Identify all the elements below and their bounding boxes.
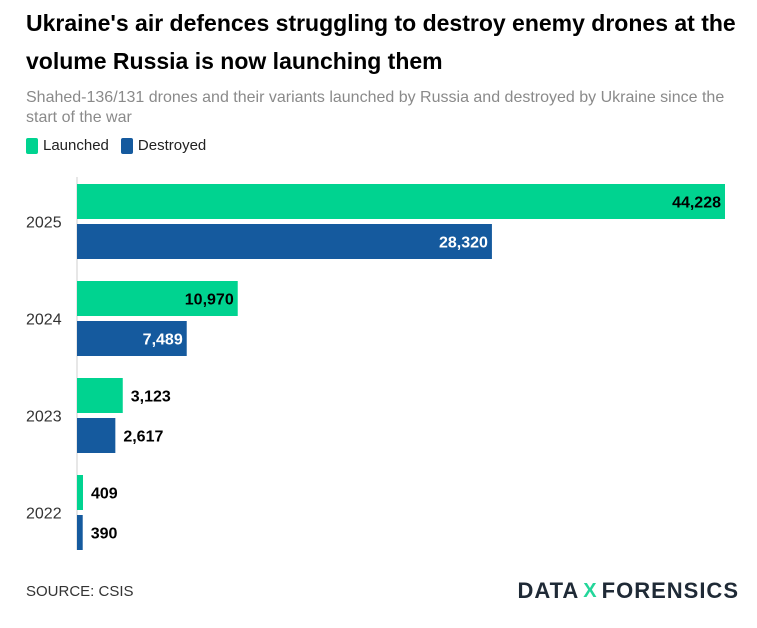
data-forensics-logo: DATA X FORENSICS — [517, 578, 739, 604]
logo-text-forensics: FORENSICS — [601, 578, 739, 603]
category-label-2023: 2023 — [26, 409, 62, 426]
legend-item-launched: Launched — [26, 137, 109, 154]
legend-swatch-destroyed — [120, 137, 133, 154]
data-label-launched-2024: 10,970 — [185, 292, 234, 309]
legend-item-destroyed: Destroyed — [120, 137, 207, 154]
bar-launched-2023 — [77, 378, 123, 413]
data-label-launched-2025: 44,228 — [672, 195, 721, 212]
bar-launched-2025 — [77, 184, 725, 219]
data-label-destroyed-2024: 7,489 — [143, 332, 183, 349]
bar-launched-2022 — [77, 475, 83, 510]
chart-title: Ukraine's air defences struggling to des… — [26, 10, 736, 74]
category-label-2025: 2025 — [26, 215, 62, 232]
legend-label-launched: Launched — [43, 137, 109, 154]
data-label-destroyed-2025: 28,320 — [439, 235, 488, 252]
data-label-launched-2022: 409 — [91, 486, 118, 503]
source-note: SOURCE: CSIS — [26, 583, 134, 600]
category-label-2024: 2024 — [26, 312, 62, 329]
bar-destroyed-2023 — [77, 418, 116, 453]
category-label-2022: 2022 — [26, 506, 62, 523]
legend-swatch-launched — [26, 137, 38, 154]
bar-chart: 2025 44,228 28,320 2024 10,970 7,489 2023 3,123… — [26, 177, 725, 550]
legend-label-destroyed: Destroyed — [137, 137, 207, 154]
bar-launched-2024 — [77, 281, 238, 316]
data-label-launched-2023: 3,123 — [131, 389, 171, 406]
bar-destroyed-2025 — [77, 224, 492, 259]
data-label-destroyed-2023: 2,617 — [123, 429, 163, 446]
chart-subtitle: Shahed-136/131 drones and their variants… — [26, 89, 725, 126]
bar-destroyed-2024 — [77, 321, 187, 356]
logo-text-data: DATA — [517, 578, 580, 603]
data-label-destroyed-2022: 390 — [91, 526, 118, 543]
logo-x-icon: X — [583, 579, 598, 602]
legend: Launched Destroyed — [26, 137, 218, 154]
bar-destroyed-2022 — [77, 515, 83, 550]
